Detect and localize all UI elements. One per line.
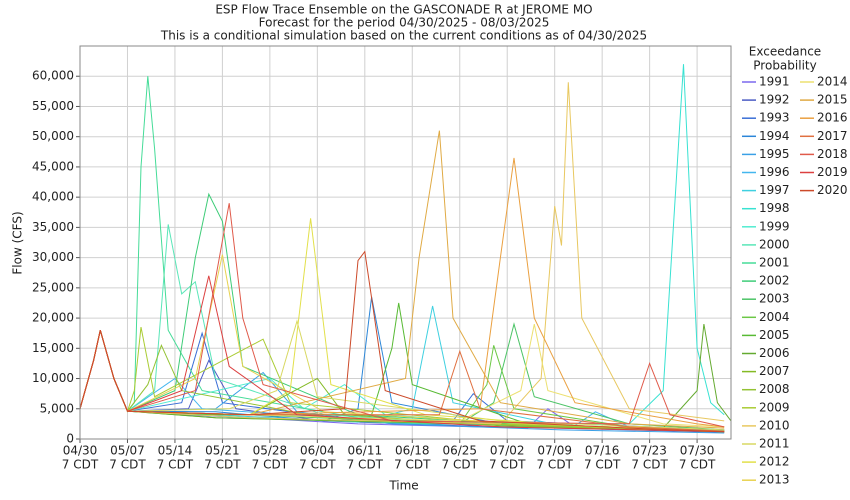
legend-label: 2017 [817, 129, 848, 143]
x-tick-sublabel: 7 CDT [394, 458, 431, 472]
plot-frame [79, 45, 732, 440]
legend-label: 2005 [759, 328, 790, 342]
legend-label: 1995 [759, 147, 790, 161]
chart-subtitle: This is a conditional simulation based o… [160, 29, 647, 43]
legend-title: Exceedance [749, 45, 821, 59]
series-line [79, 203, 725, 428]
x-tick-sublabel: 7 CDT [442, 458, 479, 472]
series-line [79, 157, 725, 428]
x-tick-sublabel: 7 CDT [679, 458, 716, 472]
legend-label: 2015 [817, 93, 848, 107]
y-tick-label: 15,000 [32, 341, 74, 355]
y-tick-label: 20,000 [32, 311, 74, 325]
y-axis-label: Flow (CFS) [11, 211, 25, 274]
y-tick-label: 45,000 [32, 159, 74, 173]
x-tick-label: 07/23 [632, 444, 667, 458]
legend-label: 2007 [759, 364, 790, 378]
x-tick-sublabel: 7 CDT [109, 458, 146, 472]
x-tick-sublabel: 7 CDT [489, 458, 526, 472]
x-tick-label: 07/30 [680, 444, 715, 458]
legend-label: 2008 [759, 382, 790, 396]
legend-label: 2003 [759, 292, 790, 306]
y-tick-label: 35,000 [32, 220, 74, 234]
chart-subtitle: Forecast for the period 04/30/2025 - 08/… [259, 16, 550, 30]
x-tick-label: 05/28 [253, 444, 288, 458]
y-tick-label: 0 [66, 432, 74, 446]
y-tick-label: 10,000 [32, 371, 74, 385]
y-tick-label: 55,000 [32, 99, 74, 113]
legend-label: 1996 [759, 165, 790, 179]
x-axis-label: Time [388, 479, 418, 493]
x-tick-sublabel: 7 CDT [204, 458, 241, 472]
legend-label: 2019 [817, 165, 848, 179]
y-tick-label: 40,000 [32, 190, 74, 204]
y-tick-label: 5,000 [40, 401, 74, 415]
legend-label: 2004 [759, 310, 790, 324]
x-tick-label: 05/07 [110, 444, 145, 458]
legend-label: 2010 [759, 418, 790, 432]
legend-label: 1999 [759, 219, 790, 233]
x-tick-label: 07/02 [490, 444, 525, 458]
x-tick-label: 07/09 [537, 444, 572, 458]
series-line [79, 64, 725, 425]
legend-label: 2002 [759, 274, 790, 288]
legend-label: 1998 [759, 201, 790, 215]
legend-label: 1993 [759, 111, 790, 125]
legend-label: 2006 [759, 346, 790, 360]
legend-label: 2001 [759, 256, 790, 270]
legend-label: 2018 [817, 147, 848, 161]
x-tick-sublabel: 7 CDT [62, 458, 99, 472]
x-tick-label: 07/16 [585, 444, 620, 458]
series-line [79, 224, 725, 433]
legend-label: 2009 [759, 400, 790, 414]
y-tick-label: 25,000 [32, 280, 74, 294]
legend-label: 2020 [817, 183, 848, 197]
legend-label: 2011 [759, 437, 790, 451]
legend-title: Probability [753, 59, 816, 73]
x-tick-label: 06/18 [395, 444, 430, 458]
x-tick-sublabel: 7 CDT [299, 458, 336, 472]
x-tick-label: 06/11 [348, 444, 383, 458]
x-tick-sublabel: 7 CDT [347, 458, 384, 472]
legend-label: 2012 [759, 455, 790, 469]
series-line [79, 250, 725, 433]
y-tick-label: 30,000 [32, 250, 74, 264]
legend-label: 1991 [759, 75, 790, 89]
y-tick-label: 50,000 [32, 129, 74, 143]
x-tick-label: 06/04 [300, 444, 335, 458]
legend-label: 2016 [817, 111, 848, 125]
series-line [79, 130, 725, 429]
x-tick-label: 05/14 [158, 444, 193, 458]
x-tick-sublabel: 7 CDT [536, 458, 573, 472]
legend-label: 1992 [759, 93, 790, 107]
x-tick-sublabel: 7 CDT [631, 458, 668, 472]
x-tick-label: 06/25 [442, 444, 477, 458]
x-tick-sublabel: 7 CDT [584, 458, 621, 472]
x-tick-sublabel: 7 CDT [157, 458, 194, 472]
legend-label: 1997 [759, 183, 790, 197]
y-tick-label: 60,000 [32, 69, 74, 83]
legend-label: 1994 [759, 129, 790, 143]
legend-label: 2014 [817, 75, 848, 89]
x-tick-label: 05/21 [205, 444, 240, 458]
x-tick-label: 04/30 [63, 444, 98, 458]
chart-title: ESP Flow Trace Ensemble on the GASCONADE… [215, 3, 592, 17]
legend-label: 2013 [759, 473, 790, 487]
x-tick-sublabel: 7 CDT [252, 458, 289, 472]
series-line [79, 82, 725, 425]
legend-label: 2000 [759, 237, 790, 251]
